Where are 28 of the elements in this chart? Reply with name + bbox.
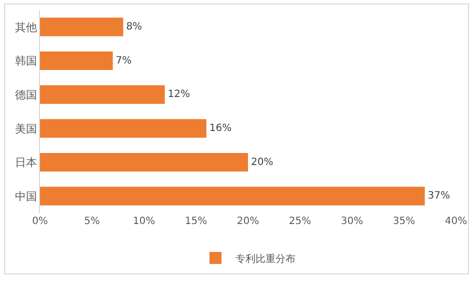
x-tick-label: 25% <box>288 216 312 227</box>
x-tick-label: 35% <box>392 216 416 227</box>
text: 37% <box>428 190 450 202</box>
text: 16% <box>209 122 232 134</box>
x-tick-label: 20% <box>236 216 260 227</box>
y-tick-label: 德国 <box>14 88 37 102</box>
x-tick-label: 15% <box>184 216 208 227</box>
y-tick-label: 日本 <box>14 156 37 170</box>
bar <box>40 119 206 138</box>
text: 12% <box>168 89 190 100</box>
text: 8% <box>126 21 142 32</box>
y-tick-label: 美国 <box>14 122 37 136</box>
x-tick-label: 0% <box>32 216 48 227</box>
bar <box>40 85 165 104</box>
y-tick-label: 韩国 <box>14 54 37 68</box>
text: 20% <box>251 156 274 168</box>
bar <box>40 186 425 206</box>
x-tick-label: 30% <box>340 216 364 227</box>
x-tick-label: 40% <box>444 216 468 227</box>
x-tick-label: 10% <box>132 216 156 227</box>
bar <box>40 18 124 36</box>
y-tick-label: 中国 <box>14 190 37 203</box>
text: 7% <box>116 55 132 66</box>
legend-label: 专利比重分布 <box>236 252 296 265</box>
bar <box>40 51 113 70</box>
x-tick-label: 5% <box>84 216 100 227</box>
y-tick-label: 其他 <box>14 20 37 34</box>
bar <box>40 152 248 172</box>
